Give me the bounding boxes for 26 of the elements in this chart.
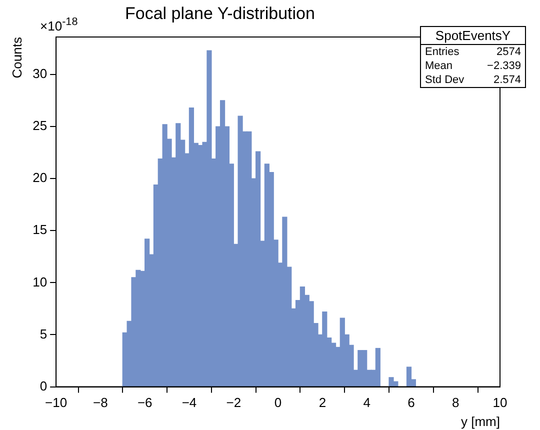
y-tick-label: 25 xyxy=(32,118,48,134)
y-tick-label: 15 xyxy=(32,222,48,238)
y-tick-label: 5 xyxy=(40,326,48,342)
x-tick-label: −6 xyxy=(137,395,152,410)
text: ×10$^{-18}$ xyxy=(40,16,78,34)
x-tick-label: 0 xyxy=(274,395,282,410)
x-tick-label: −10 xyxy=(45,395,68,410)
x-tick-label: 8 xyxy=(452,395,460,410)
y-tick-label: 30 xyxy=(32,66,48,82)
y-tick-label: 10 xyxy=(32,274,48,290)
x-tick-label: −4 xyxy=(182,395,197,410)
chart-title: Focal plane Y-distribution xyxy=(125,4,315,23)
x-tick-label: 2 xyxy=(318,395,326,410)
y-tick-label: 20 xyxy=(32,170,48,186)
x-tick-label: 10 xyxy=(492,395,508,410)
text: Entries 2574 xyxy=(425,46,521,58)
x-tick-label: −8 xyxy=(93,395,108,410)
text: Std Dev 2.574 xyxy=(425,74,521,86)
x-tick-label: 6 xyxy=(408,395,415,410)
text: Mean −2.339 xyxy=(425,60,521,72)
x-tick-label: −2 xyxy=(226,395,242,410)
y-tick-label: 0 xyxy=(40,378,48,394)
annotation: SpotEventsY xyxy=(421,27,525,45)
y-axis-title: Counts xyxy=(9,36,24,78)
x-tick-label: 4 xyxy=(363,395,370,410)
x-axis-title: y [mm] xyxy=(461,414,500,429)
